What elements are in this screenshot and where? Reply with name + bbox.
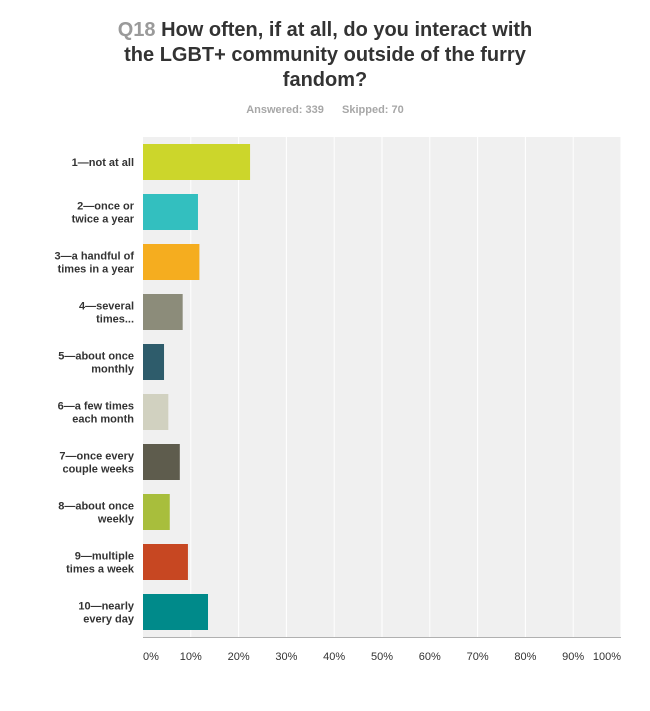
category-label: 9—multiple xyxy=(75,551,134,563)
x-tick-label: 60% xyxy=(419,651,441,663)
x-tick-label: 90% xyxy=(562,651,584,663)
category-label: times... xyxy=(96,314,134,326)
answered-count: 339 xyxy=(305,104,324,116)
bar xyxy=(143,444,180,480)
category-label: every day xyxy=(83,614,135,626)
skipped-count: 70 xyxy=(391,104,404,116)
bar xyxy=(143,144,251,180)
category-label: 7—once every xyxy=(59,451,134,463)
category-label: 10—nearly xyxy=(78,601,135,613)
category-label: couple weeks xyxy=(62,464,134,476)
x-tick-label: 70% xyxy=(467,651,489,663)
chart-title: Q18 How often, if at all, do you interac… xyxy=(0,18,650,93)
category-label: times in a year xyxy=(58,264,135,276)
bar xyxy=(143,244,200,280)
bar xyxy=(143,494,170,530)
category-label: each month xyxy=(72,414,134,426)
x-tick-label: 30% xyxy=(275,651,297,663)
category-label: twice a year xyxy=(72,214,135,226)
x-tick-label: 100% xyxy=(593,651,621,663)
category-label: 5—about once xyxy=(58,351,134,363)
x-tick-label: 20% xyxy=(228,651,250,663)
category-label: 4—several xyxy=(79,301,134,313)
x-tick-label: 40% xyxy=(323,651,345,663)
bar xyxy=(143,394,169,430)
category-label: weekly xyxy=(97,514,135,526)
category-label: times a week xyxy=(66,564,135,576)
x-tick-label: 0% xyxy=(143,651,159,663)
category-label: monthly xyxy=(91,364,135,376)
response-summary: Answered: 339 Skipped: 70 xyxy=(0,104,650,116)
bar xyxy=(143,194,198,230)
answered-label: Answered: xyxy=(246,104,303,116)
bar xyxy=(143,294,183,330)
bar xyxy=(143,544,188,580)
category-label: 6—a few times xyxy=(58,401,134,413)
category-label: 1—not at all xyxy=(72,157,134,169)
x-tick-label: 50% xyxy=(371,651,393,663)
question-number: Q18 xyxy=(117,19,156,41)
question-text: How often, if at all, do you interact wi… xyxy=(124,19,533,91)
bar xyxy=(143,594,209,630)
skipped-label: Skipped: xyxy=(342,104,389,116)
category-label: 8—about once xyxy=(58,501,134,513)
category-label: 3—a handful of xyxy=(55,251,135,263)
x-tick-label: 80% xyxy=(514,651,536,663)
category-label: 2—once or xyxy=(77,201,135,213)
bar xyxy=(143,344,165,380)
x-tick-label: 10% xyxy=(180,651,202,663)
